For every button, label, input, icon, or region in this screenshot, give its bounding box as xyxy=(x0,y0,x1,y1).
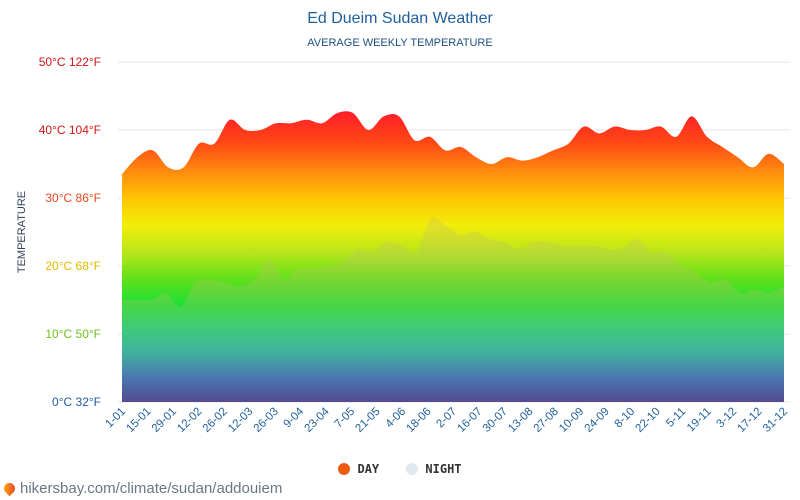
x-tick-label: 10-09 xyxy=(557,406,586,435)
y-axis-label: TEMPERATURE xyxy=(16,191,28,273)
x-tick-label: 22-10 xyxy=(634,406,663,435)
x-tick-label: 27-08 xyxy=(532,406,561,435)
x-tick-label: 12-02 xyxy=(175,406,204,435)
y-tick-label: 30°C 86°F xyxy=(45,191,101,205)
source-url: hikersbay.com/climate/sudan/addouiem xyxy=(20,480,283,497)
x-tick-label: 13-08 xyxy=(506,406,535,435)
x-tick-label: 17-12 xyxy=(735,406,764,435)
x-tick-label: 12-03 xyxy=(226,406,255,435)
x-tick-label: 18-06 xyxy=(404,406,433,435)
x-tick-label: 26-02 xyxy=(201,406,230,435)
y-tick-label: 0°C 32°F xyxy=(52,395,101,409)
chart-title: Ed Dueim Sudan Weather xyxy=(307,10,493,27)
location-pin-icon xyxy=(1,480,18,497)
x-tick-label: 24-09 xyxy=(583,406,612,435)
y-axis-ticks: 0°C 32°F 10°C 50°F 20°C 68°F 30°C 86°F 40°C … xyxy=(39,55,101,409)
y-tick-label: 40°C 104°F xyxy=(39,123,101,137)
chart-subtitle: AVERAGE WEEKLY TEMPERATURE xyxy=(307,37,492,49)
legend-night-dot xyxy=(406,463,419,475)
source-link[interactable]: hikersbay.com/climate/sudan/addouiem xyxy=(1,480,283,497)
chart-legend: DAY NIGHT xyxy=(0,462,800,478)
night-overlay-shade xyxy=(122,217,784,402)
legend-item-night[interactable]: NIGHT xyxy=(406,462,462,476)
x-tick-label: 31-12 xyxy=(761,406,790,435)
night-temperature-area xyxy=(122,217,784,402)
y-tick-label: 20°C 68°F xyxy=(45,259,101,273)
legend-night-label: NIGHT xyxy=(425,462,462,476)
y-tick-label: 50°C 122°F xyxy=(39,55,101,69)
legend-day-dot xyxy=(338,463,351,475)
legend-day-label: DAY xyxy=(357,462,380,476)
y-tick-label: 10°C 50°F xyxy=(45,327,101,341)
x-tick-label: 29-01 xyxy=(150,406,179,435)
x-tick-label: 21-05 xyxy=(353,406,382,435)
x-tick-label: 15-01 xyxy=(124,406,153,435)
x-tick-label: 26-03 xyxy=(252,406,281,435)
x-tick-label: 30-07 xyxy=(481,406,510,435)
x-tick-label: 23-04 xyxy=(303,405,333,435)
x-tick-label: 16-07 xyxy=(455,406,484,435)
legend-item-day[interactable]: DAY xyxy=(338,462,379,476)
x-tick-label: 19-11 xyxy=(685,406,714,435)
